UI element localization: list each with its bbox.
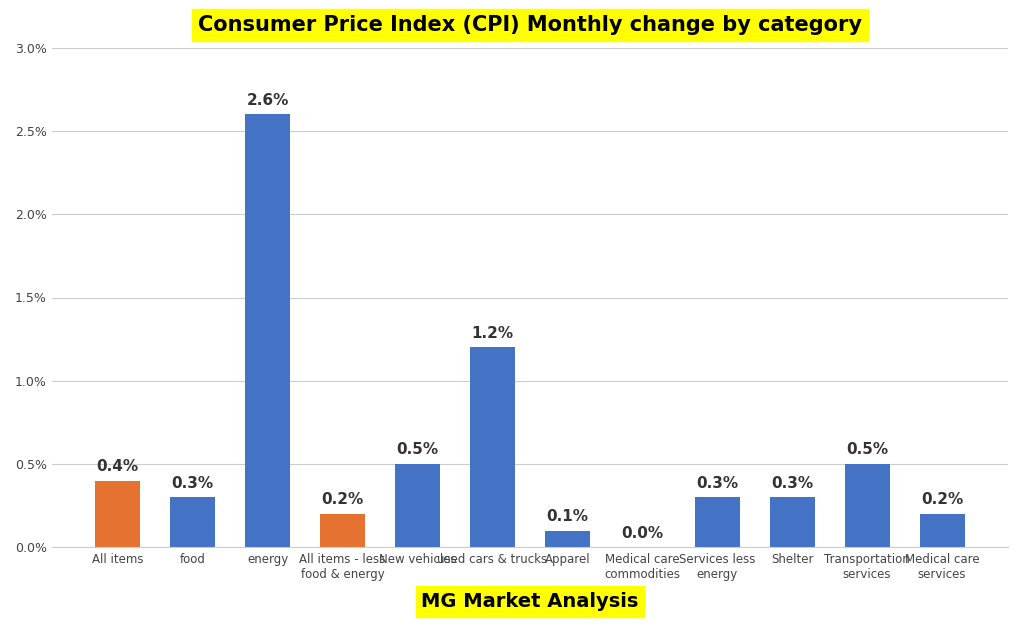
Bar (845, 464, 890, 547)
Text: 0.3%: 0.3% (697, 476, 739, 491)
Bar (769, 498, 814, 547)
Text: 0.1%: 0.1% (546, 509, 588, 524)
Bar (695, 498, 740, 547)
Bar (320, 514, 365, 547)
Bar (395, 464, 440, 547)
Text: 0.2%: 0.2% (921, 493, 964, 507)
Title: Consumer Price Index (CPI) Monthly change by category: Consumer Price Index (CPI) Monthly chang… (197, 15, 862, 35)
Text: 2.6%: 2.6% (247, 93, 288, 108)
Text: 0.5%: 0.5% (397, 443, 439, 458)
Text: 0.3%: 0.3% (172, 476, 214, 491)
Text: 0.5%: 0.5% (846, 443, 888, 458)
Bar (170, 498, 215, 547)
Bar (920, 514, 965, 547)
Bar (545, 531, 590, 547)
Text: 0.2%: 0.2% (321, 493, 364, 507)
Text: 0.0%: 0.0% (621, 526, 663, 541)
Text: 1.2%: 1.2% (472, 326, 514, 341)
Text: 0.3%: 0.3% (771, 476, 813, 491)
Bar (246, 115, 291, 547)
Bar (95, 481, 140, 547)
Text: 0.4%: 0.4% (97, 459, 139, 474)
Bar (470, 347, 515, 547)
X-axis label: MG Market Analysis: MG Market Analysis (421, 592, 638, 611)
